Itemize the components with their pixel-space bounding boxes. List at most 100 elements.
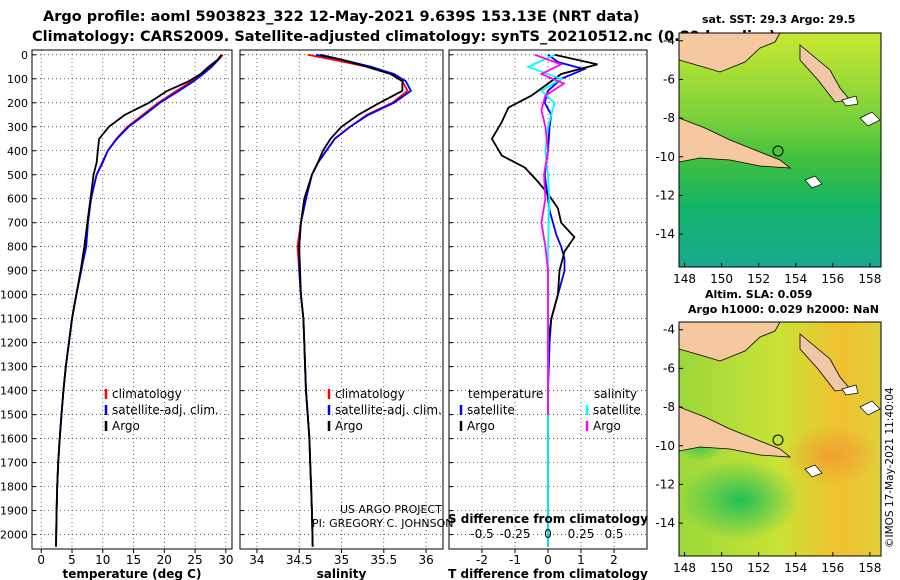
temperature-xtick-label: 15 [126,553,141,567]
difference-top-label: S difference from climatology [448,512,648,526]
sla-map-xtick-label: 150 [710,561,733,575]
sst-map-ytick-label: -6 [663,72,675,86]
legend-label: climatology [112,387,182,401]
sla-map-ytick-label: -14 [655,516,675,530]
sla-map-ytick-label: -6 [663,361,675,375]
temperature-xtick-label: 20 [157,553,172,567]
difference-top-xtick-label: -0.5 [470,527,493,541]
sst-map-xtick-label: 152 [747,272,770,286]
legend-label: Argo [467,419,495,433]
sla-map-xtick-label: 154 [784,561,807,575]
temperature-series-argo [55,54,223,547]
temperature-series-satellite-adj-clim- [55,54,223,547]
depth-tick-label: 600 [7,193,28,206]
difference-xtick-label: -1 [509,553,521,567]
depth-tick-label: 1300 [0,361,28,374]
sla-map-xtick-label: 152 [747,561,770,575]
depth-tick-label: 0 [21,49,28,62]
credit-pi: PI: GREGORY C. JOHNSON [312,517,453,530]
profile-marker [772,145,784,157]
difference-top-xtick-label: 0.5 [604,527,623,541]
temperature-xtick-label: 30 [218,553,233,567]
temperature-frame [31,49,233,550]
difference-series-t-satellite [543,54,588,547]
sla-map-panel: Altim. SLA: 0.059 Argo h1000: 0.029 h200… [655,288,882,575]
depth-tick-label: 1400 [0,385,28,398]
temperature-xtick-label: 10 [95,553,110,567]
legend-label: satellite [593,403,641,417]
difference-xtick-label: 2 [610,553,618,567]
sst-map-xtick-label: 150 [710,272,733,286]
depth-tick-label: 200 [7,97,28,110]
depth-tick-label: 400 [7,145,28,158]
difference-xtick-label: 0 [544,553,552,567]
temperature-xtick-label: 25 [187,553,202,567]
land-papua-2 [679,406,792,458]
salinity-series-argo [298,53,404,547]
salinity-panel: 34 34.5 35 35.5 36 salinity climatology satelli… [239,49,444,580]
islands-2 [804,384,881,478]
sst-map-xtick-label: 158 [858,272,881,286]
depth-tick-label: 900 [7,265,28,278]
legend-label: satellite-adj. clim. [335,403,442,417]
depth-tick-label: 1500 [0,409,28,422]
sst-map-panel: sat. SST: 29.3 Argo: 29.5 148 150 152 154 15… [655,13,882,286]
difference-top-xtick-label: 0.25 [568,527,595,541]
difference-series-t-argo [490,53,598,547]
sla-map-ytick-label: -12 [655,477,675,491]
sst-map-ytick-label: -14 [655,227,675,241]
sst-map-xtick-label: 148 [673,272,696,286]
difference-xtick-label: -2 [476,553,488,567]
depth-tick-label: 1900 [0,505,28,518]
sla-map-title: Altim. SLA: 0.059 [705,288,812,301]
depth-tick-label: 2000 [0,529,28,542]
sla-map-ytick-label: -10 [655,439,675,453]
sla-map-xtick-label: 148 [673,561,696,575]
sst-map-ytick-label: -8 [663,111,675,125]
difference-panel: -2 -1 0 1 2T difference from climatology -0.5… [448,49,648,580]
legend-title-temperature: temperature [468,387,543,401]
difference-top-xtick-label: -0.25 [499,527,530,541]
land-new-guinea-2 [679,322,781,362]
salinity-xtick-label: 36 [418,553,433,567]
temperature-xtick-label: 5 [68,553,76,567]
legend-label: Argo [593,419,621,433]
sla-map-subtitle: Argo h1000: 0.029 h2000: NaN [688,303,879,316]
salinity-xtick-label: 35 [334,553,349,567]
temperature-series-climatology [55,54,224,547]
sst-map-ytick-label: -10 [655,150,675,164]
imos-credit: ©IMOS 17-May-2021 11:40:04 [884,387,896,548]
header-line2: Climatology: CARS2009. Satellite-adjuste… [32,29,776,45]
header-line1: Argo profile: aoml 5903823_322 12-May-20… [43,9,640,25]
depth-tick-label: 1100 [0,313,28,326]
land-new-guinea [679,33,781,73]
sst-map-xtick-label: 154 [784,272,807,286]
salinity-series-climatology [296,53,409,547]
land-papua [679,117,792,169]
depth-tick-label: 800 [7,241,28,254]
temperature-xlabel: temperature (deg C) [63,567,202,580]
salinity-xtick-label: 35.5 [370,553,397,567]
difference-xtick-label: 1 [577,553,585,567]
sla-map-xtick-label: 156 [821,561,844,575]
sst-map-xtick-label: 156 [821,272,844,286]
difference-series-s-argo [534,53,566,415]
salinity-series-satellite-adj-clim- [298,53,413,547]
profile-marker-2 [772,434,784,446]
depth-tick-label: 500 [7,169,28,182]
salinity-xlabel: salinity [317,567,367,580]
depth-tick-label: 1000 [0,289,28,302]
temperature-xtick-label: 0 [37,553,45,567]
depth-tick-label: 1600 [0,433,28,446]
legend-label: satellite-adj. clim. [112,403,219,417]
depth-tick-label: 300 [7,121,28,134]
salinity-xtick-label: 34.5 [286,553,313,567]
sla-map-ytick-label: -8 [663,400,675,414]
difference-xlabel: T difference from climatology [448,567,648,580]
sla-map-xtick-label: 158 [858,561,881,575]
depth-tick-label: 100 [7,73,28,86]
legend-label: Argo [335,419,363,433]
legend-title-salinity: salinity [594,387,637,401]
temperature-panel: 0 5 10 15 20 25 30 temperature (deg C) 0 100 200 30… [0,49,233,580]
